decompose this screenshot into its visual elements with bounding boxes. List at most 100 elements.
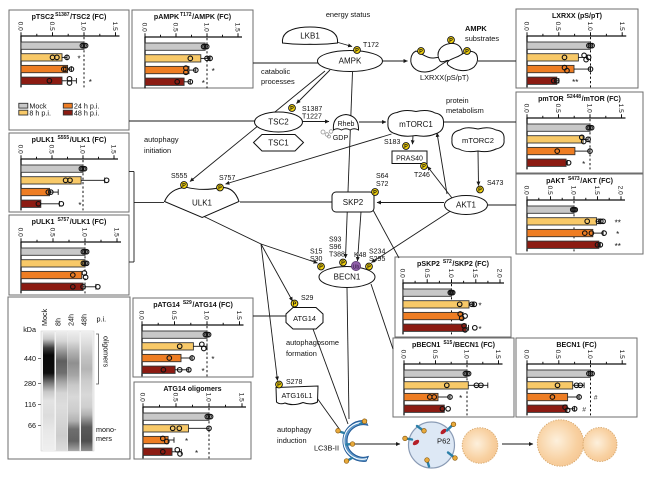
- svg-text:1.0: 1.0: [463, 350, 470, 359]
- svg-text:S757: S757: [219, 175, 235, 182]
- svg-text:1.0: 1.0: [79, 145, 86, 154]
- svg-text:metabolism: metabolism: [446, 106, 484, 115]
- svg-text:formation: formation: [286, 349, 317, 358]
- svg-text:LXRXX (pS/pT): LXRXX (pS/pT): [552, 12, 603, 20]
- svg-text:1.0: 1.0: [203, 311, 210, 320]
- svg-text:PRAS40: PRAS40: [396, 156, 423, 163]
- svg-text:280: 280: [24, 379, 36, 388]
- svg-text:0.0: 0.0: [400, 350, 407, 359]
- svg-text:ULK1: ULK1: [192, 199, 213, 208]
- svg-text:*: *: [616, 230, 619, 239]
- svg-text:substrates: substrates: [465, 34, 499, 43]
- svg-text:440: 440: [24, 354, 36, 363]
- svg-text:0.5: 0.5: [554, 350, 561, 359]
- svg-text:P: P: [367, 265, 371, 271]
- svg-text:1.0: 1.0: [80, 22, 87, 31]
- svg-text:P: P: [277, 383, 281, 389]
- svg-text:0.0: 0.0: [141, 23, 148, 32]
- svg-text:*: *: [479, 301, 482, 310]
- svg-text:pBECN1 S15 /BECN1 (FC): pBECN1 S15 /BECN1 (FC): [412, 340, 496, 349]
- svg-text:*: *: [195, 449, 198, 458]
- svg-text:oligomers: oligomers: [102, 336, 111, 368]
- svg-text:*: *: [582, 160, 585, 169]
- svg-text:autophagosome: autophagosome: [286, 338, 339, 347]
- svg-text:1.0: 1.0: [586, 104, 593, 113]
- svg-text:8h: 8h: [53, 318, 62, 326]
- svg-text:0.0: 0.0: [523, 22, 530, 31]
- svg-text:S15: S15: [310, 249, 323, 256]
- svg-text:BECN1: BECN1: [334, 273, 361, 282]
- svg-text:S278: S278: [286, 379, 302, 386]
- svg-text:energy status: energy status: [326, 10, 371, 19]
- svg-text:pAKT S473 /AKT (FC): pAKT S473 /AKT (FC): [546, 176, 614, 185]
- svg-text:P: P: [218, 186, 222, 192]
- svg-text:AMPK: AMPK: [465, 24, 487, 33]
- svg-text:processes: processes: [261, 77, 295, 86]
- svg-text:0.5: 0.5: [49, 228, 56, 237]
- svg-text:kDa: kDa: [23, 325, 36, 334]
- svg-text:pTSC2 S1387 /TSC2 (FC): pTSC2 S1387 /TSC2 (FC): [32, 12, 107, 21]
- svg-text:*: *: [78, 201, 81, 210]
- svg-text:8 h p.i.: 8 h p.i.: [29, 108, 51, 117]
- svg-text:*: *: [211, 355, 214, 364]
- svg-text:P: P: [404, 144, 408, 150]
- svg-text:LXRXX(pS/pT): LXRXX(pS/pT): [420, 73, 469, 82]
- svg-text:Mock: Mock: [40, 308, 49, 326]
- svg-text:**: **: [572, 78, 578, 87]
- svg-text:116: 116: [25, 400, 36, 409]
- svg-text:T246: T246: [414, 172, 430, 179]
- svg-text:BECN1 (FC): BECN1 (FC): [556, 341, 597, 349]
- svg-text:1.5: 1.5: [234, 23, 241, 32]
- svg-text:LKB1: LKB1: [300, 32, 320, 41]
- svg-text:0.0: 0.0: [399, 269, 406, 278]
- svg-text:P: P: [478, 188, 482, 194]
- svg-text:Ub: Ub: [353, 264, 360, 270]
- svg-text:mTORC1: mTORC1: [399, 120, 433, 129]
- svg-text:S183: S183: [384, 139, 400, 146]
- svg-text:1.5: 1.5: [494, 350, 501, 359]
- svg-text:AMPK: AMPK: [339, 57, 362, 66]
- svg-text:GDP: GDP: [333, 133, 349, 142]
- svg-text:P: P: [373, 190, 377, 196]
- svg-text:S555: S555: [171, 173, 187, 180]
- svg-text:S1387: S1387: [302, 106, 322, 113]
- svg-text:Rheb: Rheb: [338, 121, 355, 128]
- svg-text:*: *: [77, 54, 80, 63]
- svg-text:2.0: 2.0: [496, 269, 503, 278]
- svg-text:S295: S295: [369, 256, 385, 263]
- svg-text:S96: S96: [329, 244, 342, 251]
- svg-text:0.5: 0.5: [48, 145, 55, 154]
- svg-text:2.0: 2.0: [617, 186, 624, 195]
- svg-text:S30: S30: [310, 256, 323, 263]
- svg-text:*: *: [212, 67, 215, 76]
- svg-text:S29: S29: [301, 295, 314, 302]
- svg-text:#: #: [594, 395, 598, 402]
- svg-text:SKP2: SKP2: [343, 198, 364, 207]
- svg-text:T1227: T1227: [302, 114, 322, 121]
- svg-text:S473: S473: [487, 180, 503, 187]
- svg-text:*: *: [479, 325, 482, 334]
- svg-text:1.5: 1.5: [235, 311, 242, 320]
- svg-text:**: **: [615, 242, 621, 251]
- svg-text:1.5: 1.5: [617, 104, 624, 113]
- svg-text:S72: S72: [376, 181, 389, 188]
- svg-text:K48: K48: [354, 252, 367, 259]
- svg-text:P: P: [319, 265, 323, 271]
- svg-text:66: 66: [28, 421, 36, 430]
- svg-text:autophagy: autophagy: [277, 425, 312, 434]
- svg-text:0.0: 0.0: [523, 186, 530, 195]
- svg-text:autophagy: autophagy: [144, 135, 179, 144]
- svg-text:ATG14 oligomers: ATG14 oligomers: [163, 385, 221, 393]
- svg-text:P: P: [290, 106, 294, 112]
- svg-text:S234: S234: [369, 249, 385, 256]
- svg-text:ATG14: ATG14: [293, 314, 316, 323]
- svg-text:1.0: 1.0: [81, 228, 88, 237]
- svg-text:0.5: 0.5: [554, 104, 561, 113]
- svg-text:mono-: mono-: [96, 425, 117, 434]
- svg-text:AKT1: AKT1: [456, 201, 477, 210]
- svg-text:induction: induction: [277, 436, 307, 445]
- svg-text:48h: 48h: [80, 314, 89, 326]
- svg-text:**: **: [615, 218, 621, 227]
- svg-text:pULK1 S555 /ULK1 (FC): pULK1 S555 /ULK1 (FC): [32, 135, 107, 144]
- svg-text:48 h p.i.: 48 h p.i.: [74, 108, 100, 117]
